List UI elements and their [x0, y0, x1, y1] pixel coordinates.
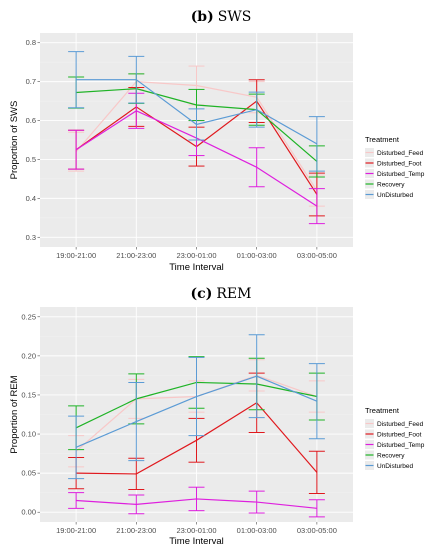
legend-label: Disturbed_Feed — [377, 150, 424, 157]
legend-label: UnDisturbed — [377, 192, 414, 199]
legend-label: Disturbed_Foot — [377, 161, 422, 168]
x-tick-label: 19:00-21:00 — [56, 526, 96, 535]
series-line — [76, 88, 318, 162]
x-axis-title: Time Interval — [169, 536, 224, 547]
legend: Treatment Disturbed_Feed Disturbed_Foot Dis… — [365, 406, 425, 470]
x-tick-label: 03:00-05:00 — [297, 251, 337, 260]
series-line — [76, 401, 318, 475]
legend-label: Disturbed_Foot — [377, 432, 422, 439]
series-line — [76, 79, 318, 145]
y-tick-label: 0.05 — [21, 469, 36, 478]
x-tick-label: 21:00-23:00 — [116, 526, 156, 535]
series-undisturbed — [68, 334, 325, 480]
y-axis-title: Proportion of SWS — [9, 101, 20, 180]
y-tick-label: 0.25 — [21, 312, 36, 321]
x-axis-title: Time Interval — [169, 262, 224, 273]
x-tick-label: 23:00-01:00 — [176, 526, 216, 535]
y-tick-label: 0.20 — [21, 351, 36, 360]
chart-panel-sws: (b) SWS 0.3 0.4 0.5 0.6 0.7 0.8 19:00-21:00 21:00… — [9, 9, 425, 273]
x-tick-label: 01:00-03:00 — [237, 526, 277, 535]
x-tick-label: 03:00-05:00 — [297, 526, 337, 535]
chart-title-prefix: (c) — [191, 286, 213, 302]
y-tick-label: 0.00 — [21, 508, 36, 517]
series-disturbed_temp — [68, 486, 325, 518]
legend-label: Disturbed_Feed — [377, 421, 424, 428]
x-tick-label: 01:00-03:00 — [237, 251, 277, 260]
legend-label: Disturbed_Temp — [377, 442, 425, 449]
legend-title: Treatment — [365, 135, 400, 144]
y-tick-label: 0.4 — [26, 194, 36, 203]
series-line — [76, 498, 317, 509]
chart-title: (b) SWS — [191, 9, 252, 25]
y-tick-label: 0.6 — [26, 116, 36, 125]
legend: Treatment Disturbed_Feed Disturbed_Foot Dis… — [365, 135, 425, 199]
legend-label: Recovery — [377, 182, 405, 189]
legend-label: Recovery — [377, 453, 405, 460]
chart-title-prefix: (b) — [191, 9, 214, 25]
y-tick-label: 0.8 — [26, 38, 36, 47]
y-axis-title: Proportion of REM — [9, 375, 20, 453]
x-tick-label: 19:00-21:00 — [56, 251, 96, 260]
series-undisturbed — [68, 51, 325, 172]
legend-title: Treatment — [365, 406, 400, 415]
y-tick-label: 0.10 — [21, 430, 36, 439]
chart-panel-rem: (c) REM 0.00 0.05 0.10 0.15 0.20 0.25 19:00-21:0… — [9, 286, 425, 547]
y-tick-label: 0.7 — [26, 77, 36, 86]
chart-title-text: REM — [216, 286, 251, 302]
legend-label: UnDisturbed — [377, 463, 414, 470]
y-tick-label: 0.5 — [26, 155, 36, 164]
chart-title-text: SWS — [218, 9, 252, 25]
y-tick-label: 0.3 — [26, 233, 36, 242]
x-tick-label: 21:00-23:00 — [116, 251, 156, 260]
series-line — [75, 81, 318, 191]
legend-label: Disturbed_Temp — [377, 171, 425, 178]
x-tick-label: 23:00-01:00 — [176, 251, 216, 260]
chart-title: (c) REM — [191, 286, 252, 302]
y-tick-label: 0.15 — [21, 390, 36, 399]
series-line — [75, 375, 318, 448]
